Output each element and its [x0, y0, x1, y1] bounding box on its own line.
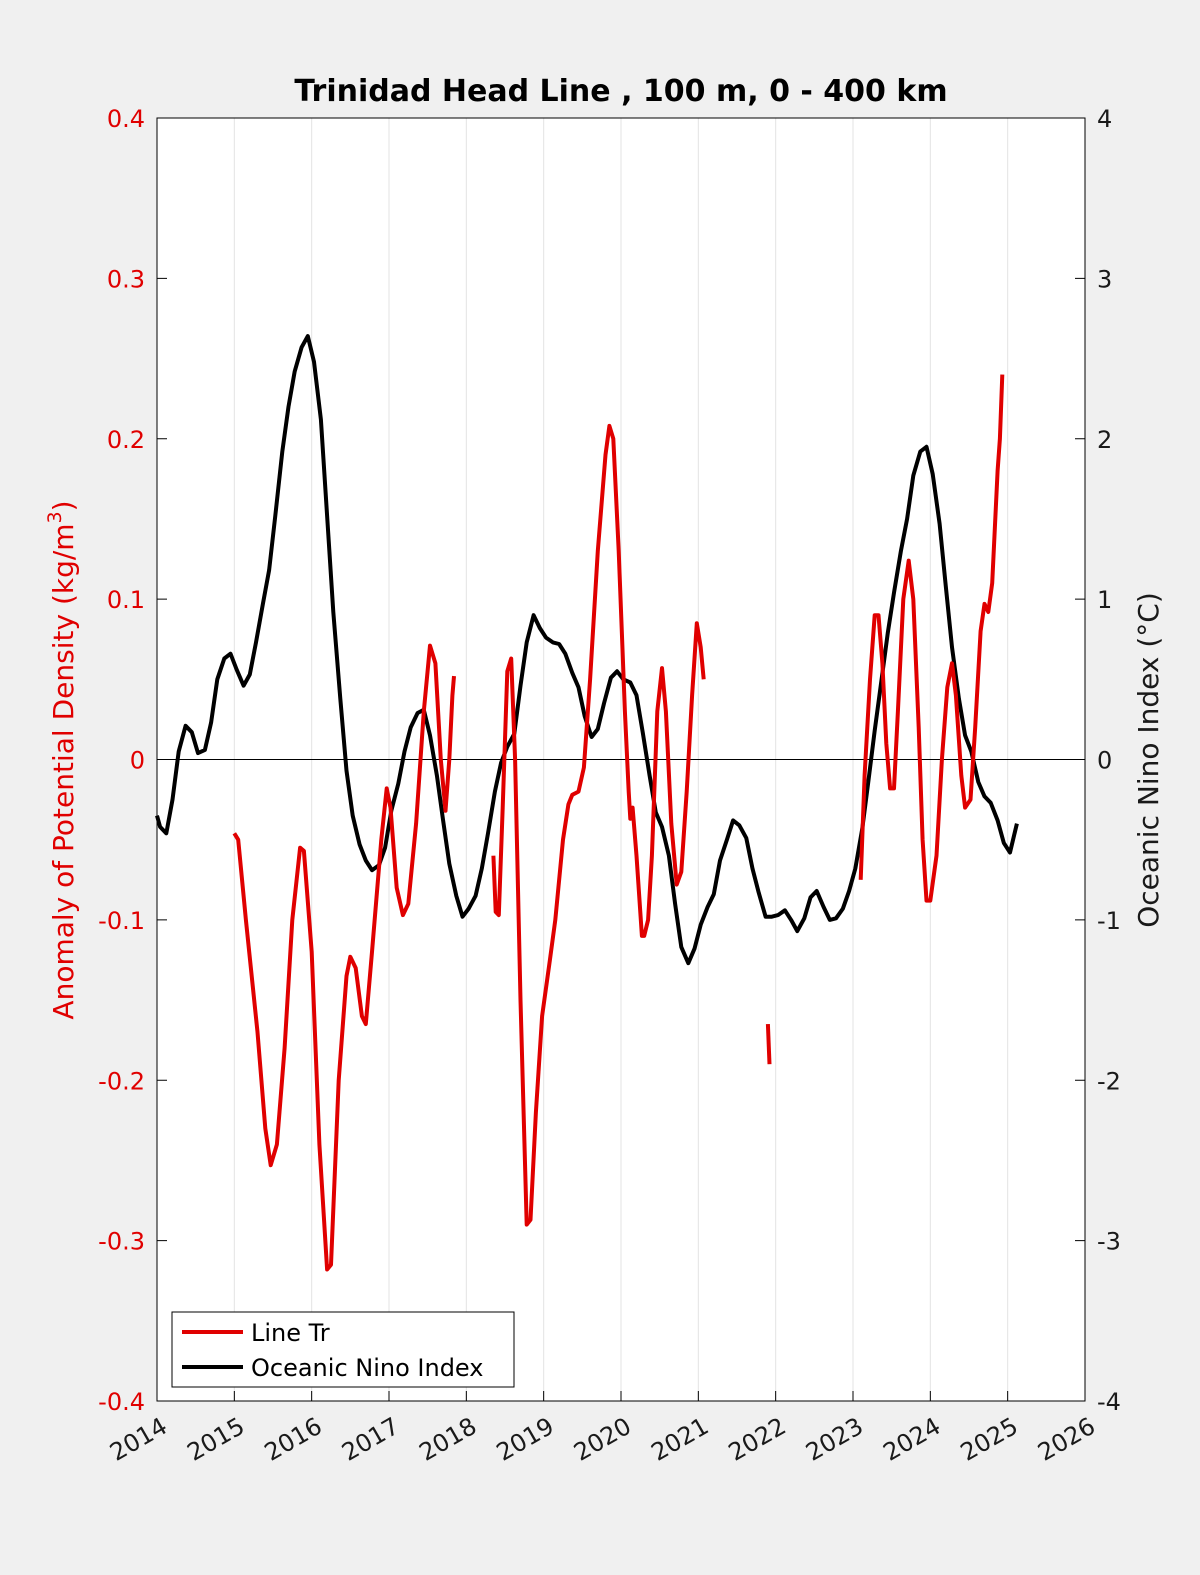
y-tick-left-label: -0.4: [98, 1388, 145, 1416]
y-tick-left-label: 0.3: [107, 265, 145, 293]
legend-box: [171, 1311, 515, 1388]
x-tick-label: 2021: [646, 1412, 713, 1467]
x-tick-label: 2019: [492, 1412, 559, 1467]
y-tick-right-label: -3: [1097, 1228, 1121, 1256]
x-tick-label: 2022: [724, 1412, 791, 1467]
x-tick-label: 2017: [337, 1412, 404, 1467]
chart-title: Trinidad Head Line , 100 m, 0 - 400 km: [294, 74, 947, 109]
y-tick-right-label: -2: [1097, 1067, 1121, 1095]
x-tick-label: 2018: [414, 1412, 481, 1467]
y-axis-left-label: Anomaly of Potential Density (kg/m3): [44, 500, 80, 1019]
x-tick-label: 2023: [801, 1412, 868, 1467]
series-line-tr: [232, 643, 456, 1272]
y-axis-right-label: Oceanic Nino Index (°C): [1132, 592, 1165, 928]
series-line-tr: [491, 423, 706, 1227]
y-tick-left-label: 0: [130, 747, 145, 775]
y-tick-left-label: 0.1: [107, 586, 145, 614]
x-tick-label: 2016: [260, 1412, 327, 1467]
series-oni: [155, 334, 1019, 966]
x-tick-label: 2020: [569, 1412, 636, 1467]
y-tick-right-label: -1: [1097, 907, 1121, 935]
legend-label-line-tr: Line Tr: [251, 1319, 330, 1347]
x-tick-label: 2025: [956, 1412, 1023, 1467]
legend: Line Tr Oceanic Nino Index: [171, 1311, 515, 1388]
x-tick-label: 2014: [105, 1412, 172, 1467]
x-tick-label: 2026: [1033, 1412, 1100, 1467]
y-tick-right-label: 3: [1097, 265, 1112, 293]
x-tick-label: 2015: [182, 1412, 249, 1467]
series-layer: [155, 334, 1019, 1272]
y-tick-left-label: -0.1: [98, 907, 145, 935]
y-tick-left-label: 0.4: [107, 105, 145, 133]
x-tick-label: 2024: [878, 1412, 945, 1467]
legend-label-oni: Oceanic Nino Index: [251, 1354, 483, 1382]
y-tick-right-label: 1: [1097, 586, 1112, 614]
series-line-tr: [858, 374, 1005, 903]
y-tick-left-label: -0.2: [98, 1067, 145, 1095]
series-line-tr: [765, 1024, 772, 1065]
y-tick-right-label: 4: [1097, 105, 1112, 133]
y-tick-right-label: 0: [1097, 747, 1112, 775]
y-tick-right-label: -4: [1097, 1388, 1121, 1416]
y-tick-right-label: 2: [1097, 426, 1112, 454]
y-tick-left-label: 0.2: [107, 426, 145, 454]
y-tick-left-label: -0.3: [98, 1228, 145, 1256]
